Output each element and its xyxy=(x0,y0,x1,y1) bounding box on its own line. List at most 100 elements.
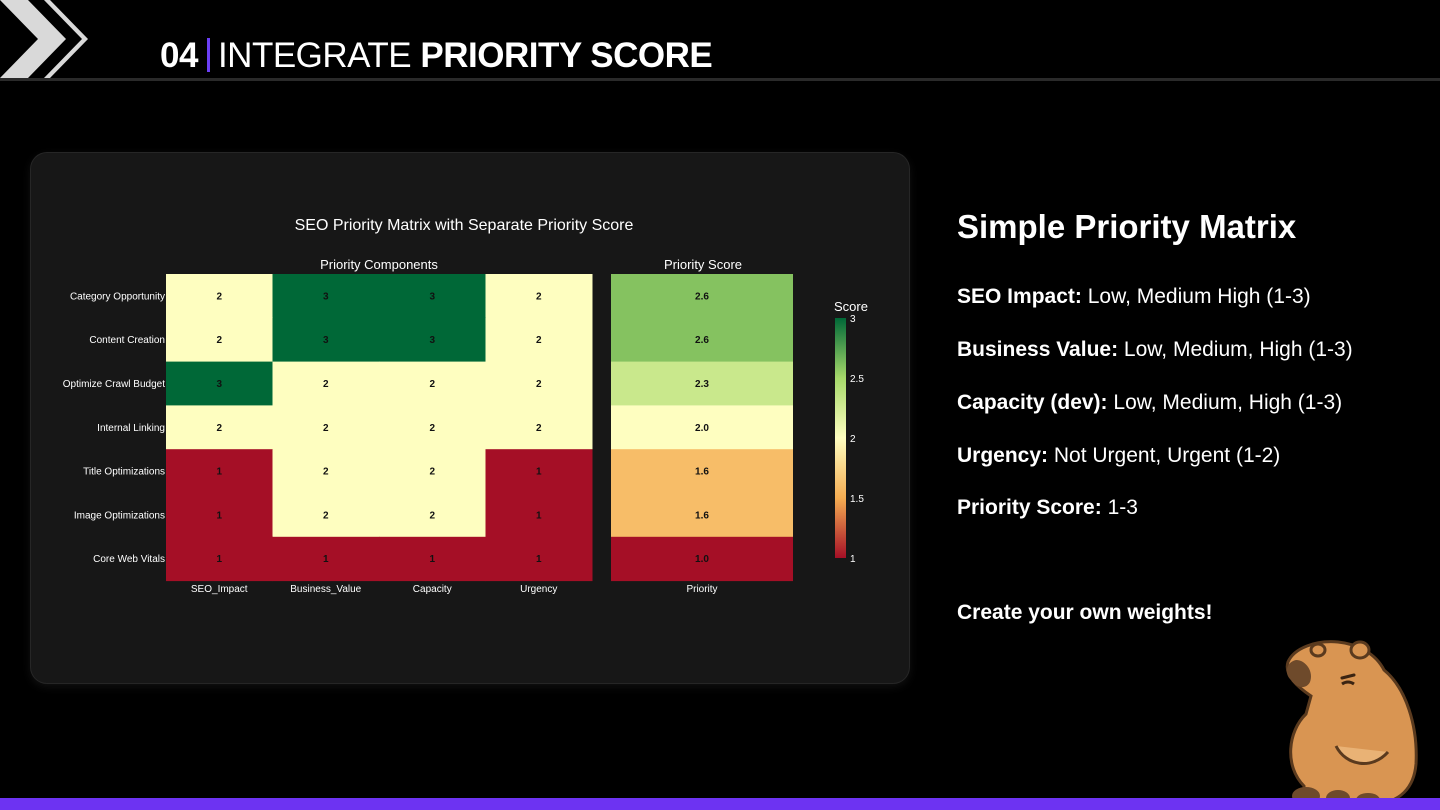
cell-value-label: 2 xyxy=(536,379,542,390)
cell-value-label: 3 xyxy=(323,335,329,346)
colorbar-tick: 1.5 xyxy=(850,494,864,505)
cell-value-label: 2 xyxy=(216,335,222,346)
priority-score-cell xyxy=(611,449,793,494)
section-number: 04 xyxy=(160,36,198,75)
heatmap-cell xyxy=(272,317,380,363)
item-label: Capacity (dev): xyxy=(957,391,1108,414)
heatmap-cell xyxy=(379,405,486,450)
chart-title: SEO Priority Matrix with Separate Priori… xyxy=(295,217,634,234)
priority-score-label: 2.0 xyxy=(695,423,709,434)
chevron-logo-icon xyxy=(0,0,88,78)
column-label: Urgency xyxy=(520,584,557,595)
heatmap-cell xyxy=(485,274,593,319)
cell-value-label: 2 xyxy=(323,423,329,434)
heatmap-cell xyxy=(485,361,593,406)
priority-score-cell xyxy=(611,274,793,319)
cell-value-label: 2 xyxy=(429,510,435,521)
colorbar-tick: 3 xyxy=(850,314,856,325)
heatmap-cell xyxy=(485,493,593,538)
row-label: Internal Linking xyxy=(97,423,165,434)
row-label: Image Optimizations xyxy=(74,510,165,521)
cell-value-label: 1 xyxy=(536,510,542,521)
heatmap-cell xyxy=(272,449,380,494)
item-label: Business Value: xyxy=(957,338,1119,361)
header-divider xyxy=(0,78,1440,81)
cell-value-label: 3 xyxy=(429,291,435,302)
title-divider xyxy=(206,38,210,72)
heatmap-cell xyxy=(379,449,486,494)
column-label: SEO_Impact xyxy=(191,584,248,595)
heatmap-cell xyxy=(166,405,273,450)
priority-score-label: 2.6 xyxy=(695,291,709,302)
cell-value-label: 2 xyxy=(429,379,435,390)
subplot-title-score: Priority Score xyxy=(664,257,742,272)
heatmap-cell xyxy=(272,405,380,450)
heatmap-cell xyxy=(272,274,380,319)
cell-value-label: 2 xyxy=(429,423,435,434)
column-label: Capacity xyxy=(413,584,452,595)
item-priority-score: Priority Score: 1-3 xyxy=(957,494,1138,522)
heatmap-cell xyxy=(379,274,486,319)
capybara-mascot-icon xyxy=(1285,640,1418,807)
heatmap-cell xyxy=(379,317,486,363)
cell-value-label: 1 xyxy=(536,467,542,478)
colorbar xyxy=(835,318,846,558)
priority-score-cell xyxy=(611,493,793,538)
priority-score-label: 1.6 xyxy=(695,467,709,478)
priority-score-label: 2.3 xyxy=(695,379,709,390)
cta-text: Create your own weights! xyxy=(957,601,1213,624)
item-seo-impact: SEO Impact: Low, Medium High (1-3) xyxy=(957,283,1311,311)
heatmap-cell xyxy=(485,405,593,450)
heatmap-cell xyxy=(485,536,593,582)
colorbar-tick: 2 xyxy=(850,434,856,445)
heatmap-cell xyxy=(272,361,380,406)
colorbar-tick: 1 xyxy=(850,554,856,565)
cell-value-label: 2 xyxy=(323,510,329,521)
heatmap-cell xyxy=(379,493,486,538)
cell-value-label: 2 xyxy=(216,423,222,434)
cell-value-label: 3 xyxy=(429,335,435,346)
cell-value-label: 1 xyxy=(216,554,222,565)
heatmap-cell xyxy=(485,449,593,494)
priority-score-cell xyxy=(611,317,793,363)
row-label: Optimize Crawl Budget xyxy=(63,379,165,390)
colorbar-title: Score xyxy=(834,299,868,314)
column-label: Business_Value xyxy=(290,584,361,595)
cell-value-label: 1 xyxy=(216,467,222,478)
item-value: Not Urgent, Urgent (1-2) xyxy=(1053,444,1281,467)
priority-score-label: 2.6 xyxy=(695,335,709,346)
row-label: Core Web Vitals xyxy=(93,554,165,565)
colorbar-tick: 2.5 xyxy=(850,374,864,385)
heatmap-cell xyxy=(379,361,486,406)
heatmap-cell xyxy=(166,274,273,319)
cell-value-label: 3 xyxy=(323,291,329,302)
item-capacity: Capacity (dev): Low, Medium, High (1-3) xyxy=(957,389,1342,417)
item-label: Urgency: xyxy=(957,444,1049,467)
item-label: SEO Impact: xyxy=(957,285,1082,308)
cell-value-label: 1 xyxy=(323,554,329,565)
heatmap-cell xyxy=(166,317,273,363)
heatmap-cell xyxy=(166,493,273,538)
heatmap-cell xyxy=(166,536,273,582)
cell-value-label: 2 xyxy=(429,467,435,478)
cell-value-label: 2 xyxy=(323,467,329,478)
row-label: Category Opportunity xyxy=(70,291,165,302)
priority-score-cell xyxy=(611,361,793,406)
heatmap-cell xyxy=(272,493,380,538)
title-light: INTEGRATE xyxy=(217,36,412,75)
row-label: Title Optimizations xyxy=(83,467,165,478)
priority-score-label: 1.6 xyxy=(695,510,709,521)
item-value: 1-3 xyxy=(1107,496,1138,519)
footer-bar xyxy=(0,798,1440,810)
item-label: Priority Score: xyxy=(957,496,1102,519)
heatmap-chart: SEO Priority Matrix with Separate Priori… xyxy=(63,217,868,595)
item-value: Low, Medium, High (1-3) xyxy=(1113,391,1343,414)
page-title: 04 INTEGRATE PRIORITY SCORE xyxy=(160,36,713,76)
title-bold: PRIORITY SCORE xyxy=(420,36,713,75)
row-label: Content Creation xyxy=(89,335,165,346)
cell-value-label: 2 xyxy=(216,291,222,302)
cell-value-label: 2 xyxy=(323,379,329,390)
item-value: Low, Medium, High (1-3) xyxy=(1123,338,1353,361)
item-value: Low, Medium High (1-3) xyxy=(1087,285,1311,308)
heatmap-cell xyxy=(166,449,273,494)
